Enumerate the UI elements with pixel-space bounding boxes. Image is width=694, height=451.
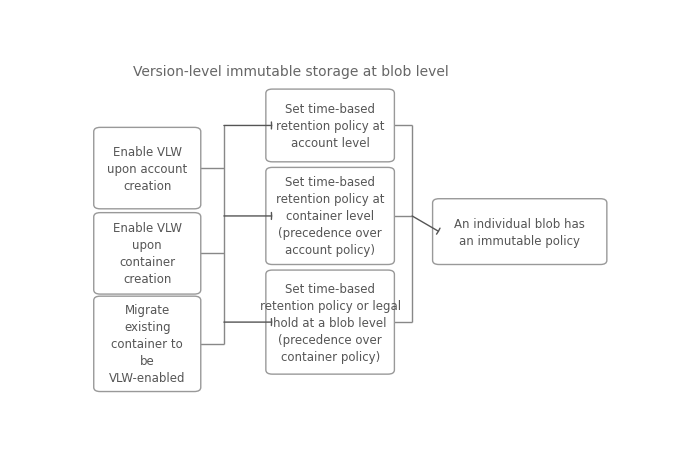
Text: Set time-based
retention policy at
account level: Set time-based retention policy at accou… [276,103,384,150]
Text: Set time-based
retention policy at
container level
(precedence over
account poli: Set time-based retention policy at conta… [276,176,384,257]
Text: Migrate
existing
container to
be
VLW-enabled: Migrate existing container to be VLW-ena… [109,304,185,385]
FancyBboxPatch shape [266,90,394,162]
FancyBboxPatch shape [266,271,394,374]
Text: Enable VLW
upon
container
creation: Enable VLW upon container creation [112,222,182,286]
FancyBboxPatch shape [94,213,201,295]
FancyBboxPatch shape [94,296,201,391]
FancyBboxPatch shape [432,199,607,265]
Text: Set time-based
retention policy or legal
hold at a blob level
(precedence over
c: Set time-based retention policy or legal… [260,282,400,363]
Text: An individual blob has
an immutable policy: An individual blob has an immutable poli… [455,217,585,247]
Text: Enable VLW
upon account
creation: Enable VLW upon account creation [107,145,187,192]
FancyBboxPatch shape [94,128,201,209]
FancyBboxPatch shape [266,168,394,265]
Text: Version-level immutable storage at blob level: Version-level immutable storage at blob … [133,64,449,78]
